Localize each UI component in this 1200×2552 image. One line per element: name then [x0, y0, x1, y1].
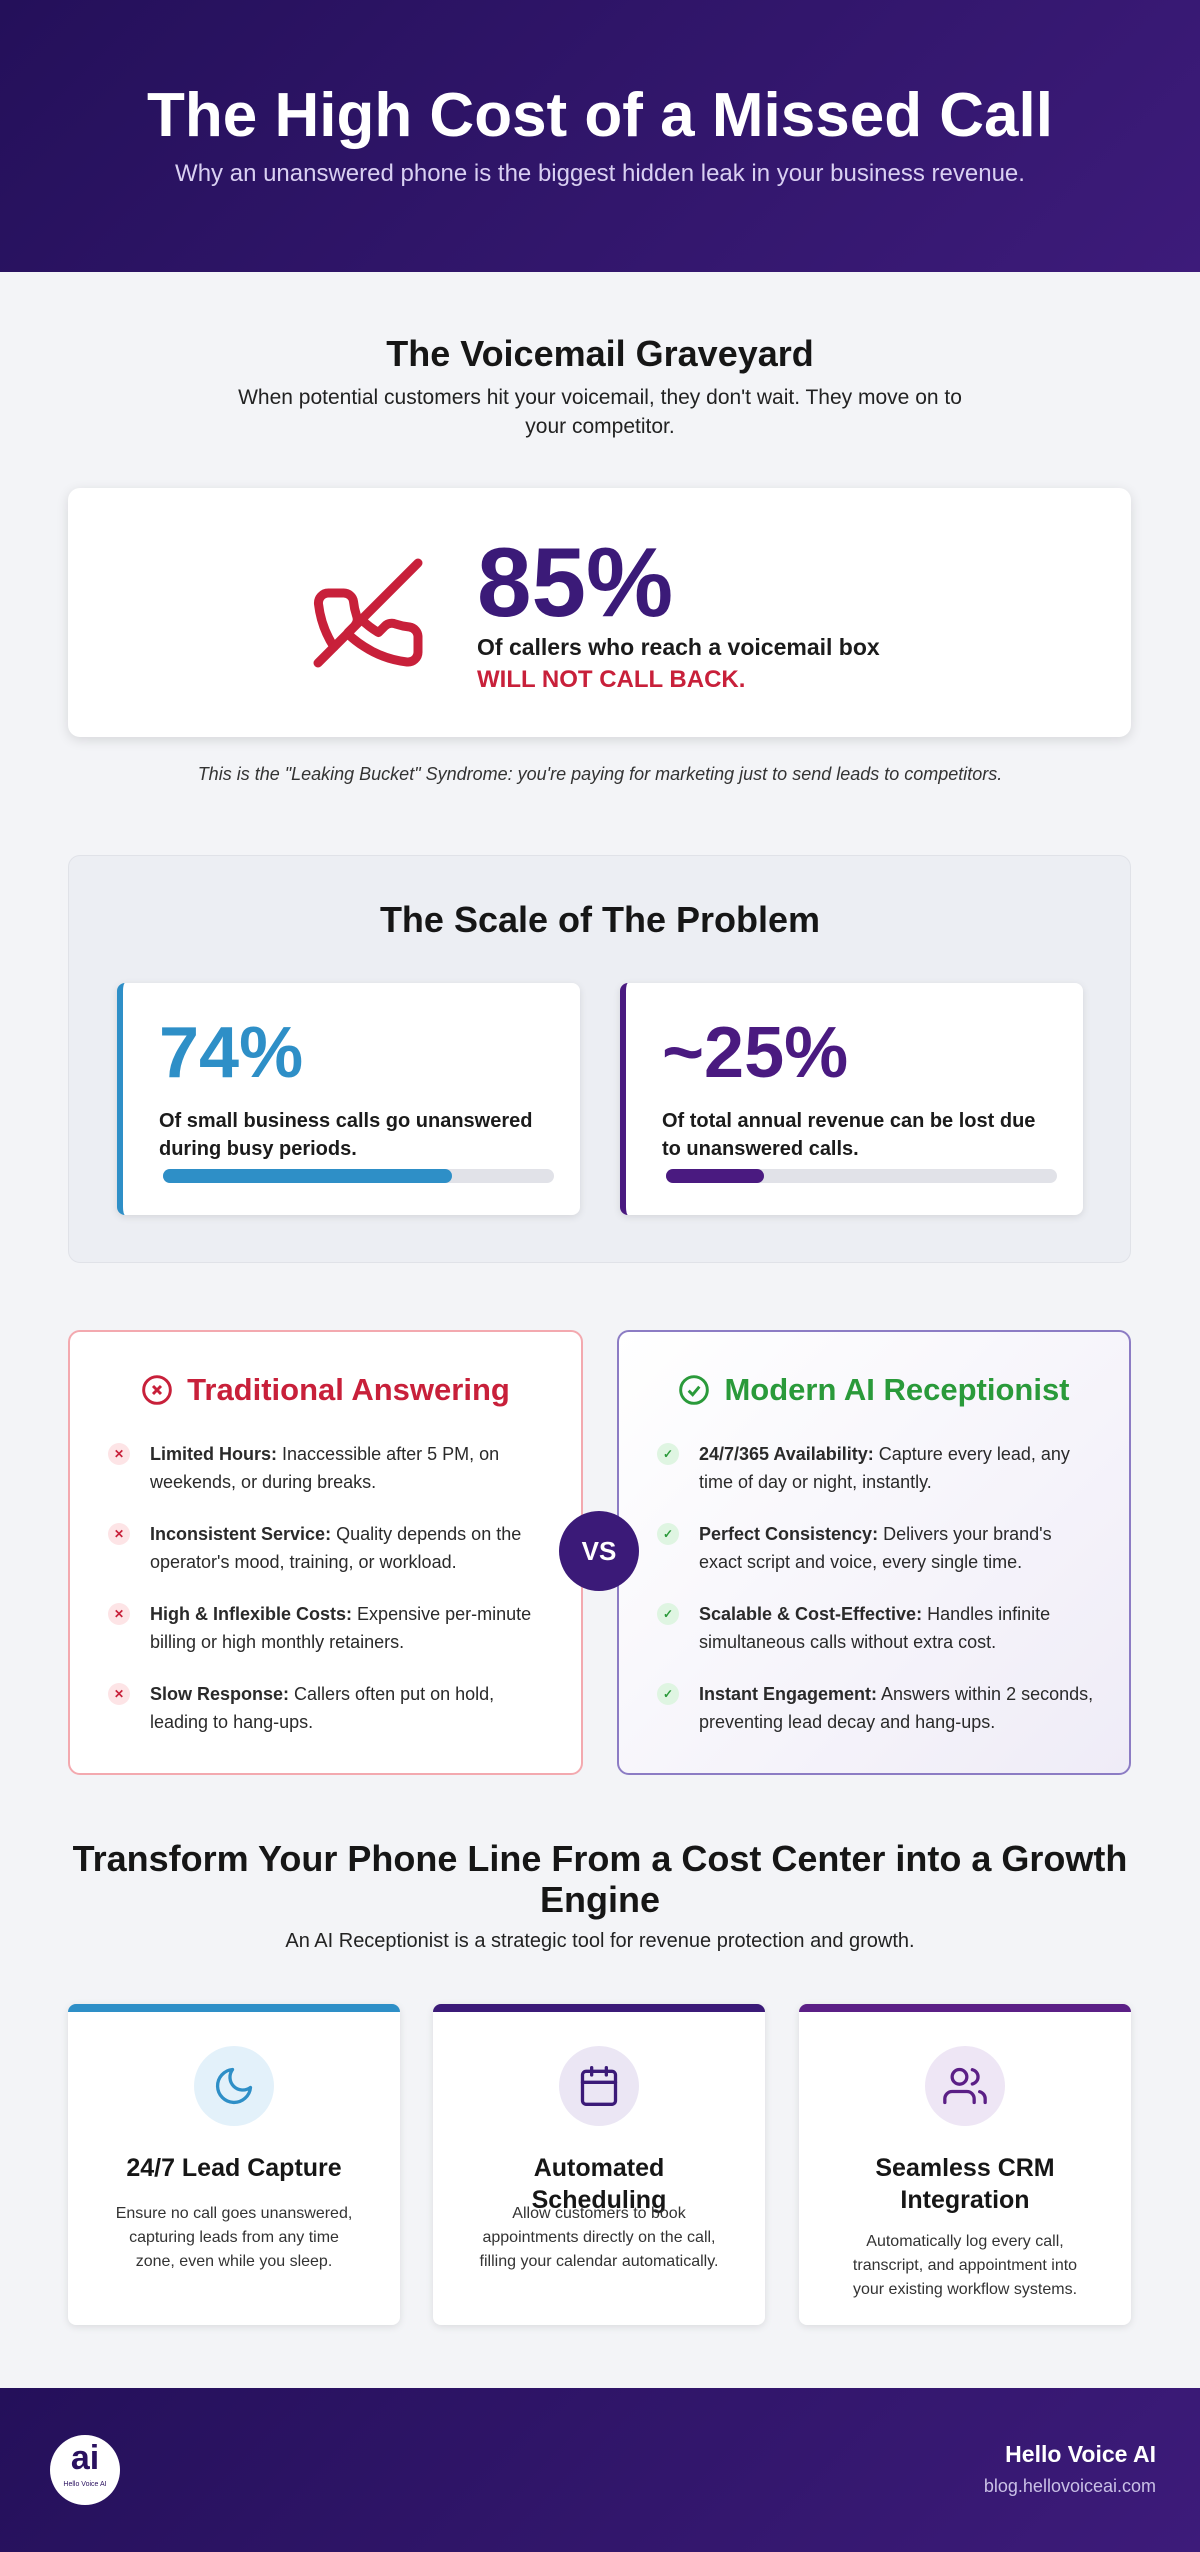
progress-fill [666, 1169, 764, 1183]
list-item: 24/7/365 Availability: Capture every lea… [699, 1440, 1099, 1496]
list-item: Inconsistent Service: Quality depends on… [150, 1520, 550, 1576]
traditional-card: Traditional Answering ✕ Limited Hours: In… [68, 1330, 583, 1775]
stat-value: 85% [477, 527, 674, 637]
bullet-icon: ✕ [108, 1603, 130, 1625]
stat-value: 74% [159, 1013, 304, 1093]
feature-card: 24/7 Lead Capture Ensure no call goes una… [68, 2004, 400, 2325]
bullet-icon: ✓ [657, 1523, 679, 1545]
item-term: Slow Response: [150, 1684, 290, 1704]
feature-text: Automatically log every call, transcript… [852, 2233, 1078, 2298]
brand: Hello Voice AI [1005, 2441, 1156, 2467]
item-text: Capture every lead, any time of day or n… [699, 1444, 1070, 1492]
progress-track [163, 1169, 554, 1183]
vs-badge: VS [559, 1511, 639, 1591]
bullet-icon: ✕ [108, 1523, 130, 1545]
feature-card: Automated Scheduling Allow customers to b… [433, 2004, 765, 2325]
item-term: Limited Hours: [150, 1444, 278, 1464]
item-term: High & Inflexible Costs: [150, 1604, 353, 1624]
stat-card: 74% Of small business calls go unanswered… [117, 983, 580, 1215]
item-text: Callers often put on hold, leading to ha… [150, 1684, 495, 1732]
feature-text: Ensure no call goes unanswered, capturin… [115, 2205, 353, 2270]
bullet-icon: ✓ [657, 1603, 679, 1625]
item-term: Perfect Consistency: [699, 1524, 879, 1544]
section-title: The Scale of The Problem [379, 899, 821, 940]
progress-track [666, 1169, 1057, 1183]
icon [943, 2067, 987, 2105]
item-text: Handles infinite simultaneous calls with… [699, 1604, 1051, 1652]
list-item: Instant Engagement: Answers within 2 sec… [699, 1680, 1099, 1736]
item-text: Delivers your brand's exact script and v… [699, 1524, 1052, 1572]
modern-card: Modern AI Receptionist ✓ 24/7/365 Availab… [617, 1330, 1131, 1775]
item-term: Inconsistent Service: [150, 1524, 332, 1544]
feature-title: Seamless CRM Integration [875, 2154, 1055, 2214]
icon [580, 2066, 618, 2106]
bullet-icon: ✓ [657, 1683, 679, 1705]
note: This is the "Leaking Bucket" Syndrome: y… [197, 764, 1003, 784]
progress-fill [163, 1169, 453, 1183]
feature-icon [194, 2046, 274, 2126]
item-term: Scalable & Cost-Effective: [699, 1604, 923, 1624]
x-icon [142, 1375, 172, 1405]
section-subtitle: An AI Receptionist is a strategic tool f… [285, 1930, 915, 1952]
card-title: Traditional Answering [187, 1372, 510, 1407]
section-text: When potential customers hit your voicem… [238, 386, 962, 438]
stat-text: Of small business calls go unanswered du… [159, 1110, 533, 1160]
stat-card: ~25% Of total annual revenue can be lost … [620, 983, 1083, 1215]
feature-icon [559, 2046, 639, 2126]
item-text: Inaccessible after 5 PM, on weekends, or… [150, 1444, 500, 1492]
logo: ai Hello Voice AI [50, 2435, 120, 2505]
list-item: Scalable & Cost-Effective: Handles infin… [699, 1600, 1099, 1656]
feature-title: 24/7 Lead Capture [126, 2154, 342, 2182]
url: blog.hellovoiceai.com [983, 2476, 1156, 2496]
item-term: Instant Engagement: [699, 1684, 878, 1704]
stat-card: 85% Of callers who reach a voicemail box… [68, 488, 1131, 737]
feature-text: Allow customers to book appointments dir… [479, 2205, 719, 2270]
stat-emphasis: WILL NOT CALL BACK. [477, 666, 746, 693]
item-text: Quality depends on the operator's mood, … [150, 1524, 522, 1572]
bullet-icon: ✓ [657, 1443, 679, 1465]
bullet-icon: ✕ [108, 1683, 130, 1705]
list-item: Perfect Consistency: Delivers your brand… [699, 1520, 1099, 1576]
list-item: High & Inflexible Costs: Expensive per-m… [150, 1600, 550, 1656]
header-subtitle: Why an unanswered phone is the biggest h… [175, 160, 1025, 187]
header-title: The High Cost of a Missed Call [147, 81, 1053, 150]
stat-text: Of total annual revenue can be lost due … [662, 1110, 1036, 1160]
stat-value: ~25% [662, 1013, 849, 1093]
check-icon [679, 1375, 710, 1405]
bullet-icon: ✕ [108, 1443, 130, 1465]
stat-text: Of callers who reach a voicemail box [477, 634, 880, 660]
item-text: Expensive per-minute billing or high mon… [150, 1604, 532, 1652]
item-text: Answers within 2 seconds, preventing lea… [699, 1684, 1094, 1732]
footer: ai Hello Voice AI Hello Voice AI blog.he… [0, 2388, 1200, 2552]
card-title: Modern AI Receptionist [724, 1372, 1070, 1407]
logo-caption: Hello Voice AI [63, 2481, 107, 2488]
item-term: 24/7/365 Availability: [699, 1444, 874, 1464]
feature-icon [925, 2046, 1005, 2126]
header: The High Cost of a Missed Call Why an un… [0, 0, 1200, 272]
list-item: Limited Hours: Inaccessible after 5 PM, … [150, 1440, 550, 1496]
section-title: Transform Your Phone Line From a Cost Ce… [72, 1838, 1128, 1920]
section-title: The Voicemail Graveyard [386, 333, 814, 374]
phone-off-icon [313, 558, 423, 668]
feature-card: Seamless CRM Integration Automatically lo… [799, 2004, 1131, 2325]
list-item: Slow Response: Callers often put on hold… [150, 1680, 550, 1736]
feature-title: Automated Scheduling [531, 2154, 667, 2214]
icon [215, 2067, 253, 2105]
logo-mark: ai [70, 2439, 100, 2477]
